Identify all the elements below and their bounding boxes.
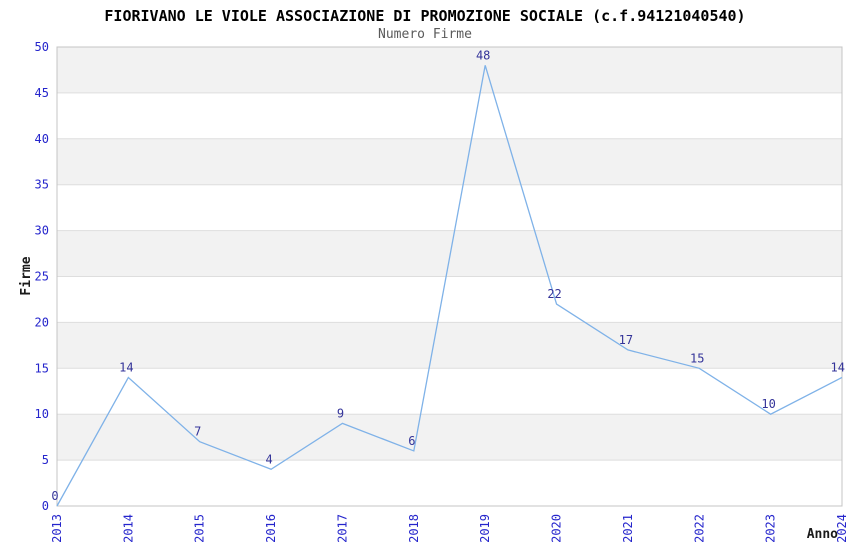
y-axis-title: Firme: [19, 256, 34, 295]
point-label: 15: [690, 351, 704, 365]
y-tick-label: 40: [35, 132, 49, 146]
plot-band: [57, 138, 842, 185]
point-label: 22: [547, 287, 561, 301]
x-tick-label: 2022: [692, 514, 706, 543]
y-tick-label: 50: [35, 40, 49, 54]
point-label: 4: [265, 452, 272, 466]
x-tick-label: 2014: [121, 514, 135, 543]
point-label: 7: [194, 425, 201, 439]
point-label: 9: [337, 406, 344, 420]
x-tick-label: 2017: [335, 514, 349, 543]
point-label: 10: [761, 397, 775, 411]
y-tick-label: 20: [35, 315, 49, 329]
x-tick-label: 2023: [764, 514, 778, 543]
y-tick-label: 25: [35, 270, 49, 284]
point-label: 0: [51, 489, 58, 503]
plot-border: [56, 46, 843, 507]
plot-band: [57, 414, 842, 461]
point-label: 6: [408, 434, 415, 448]
point-label: 14: [831, 360, 845, 374]
series-line: [56, 65, 843, 507]
y-tick-label: 10: [35, 407, 49, 421]
plot-band: [57, 47, 842, 93]
x-tick-label: 2015: [193, 514, 207, 543]
point-label: 14: [119, 360, 133, 374]
y-tick-label: 0: [42, 499, 49, 513]
x-axis-title: Anno: [807, 527, 838, 542]
y-tick-label: 5: [42, 453, 49, 467]
x-tick-label: 2020: [550, 514, 564, 543]
x-tick-label: 2018: [407, 514, 421, 543]
y-tick-label: 35: [35, 178, 49, 192]
plot-band: [57, 230, 842, 277]
x-tick-label: 2024: [835, 514, 849, 543]
x-tick-label: 2013: [50, 514, 64, 543]
x-tick-label: 2021: [621, 514, 635, 543]
y-tick-label: 45: [35, 86, 49, 100]
chart-subtitle: Numero Firme: [378, 27, 472, 42]
y-tick-label: 30: [35, 224, 49, 238]
plot-band: [57, 322, 842, 369]
chart-title: FIORIVANO LE VIOLE ASSOCIAZIONE DI PROMO…: [104, 7, 746, 25]
x-tick-label: 2016: [264, 514, 278, 543]
point-label: 48: [476, 48, 490, 62]
point-label: 17: [619, 333, 633, 347]
x-tick-label: 2019: [478, 514, 492, 543]
y-tick-label: 15: [35, 361, 49, 375]
